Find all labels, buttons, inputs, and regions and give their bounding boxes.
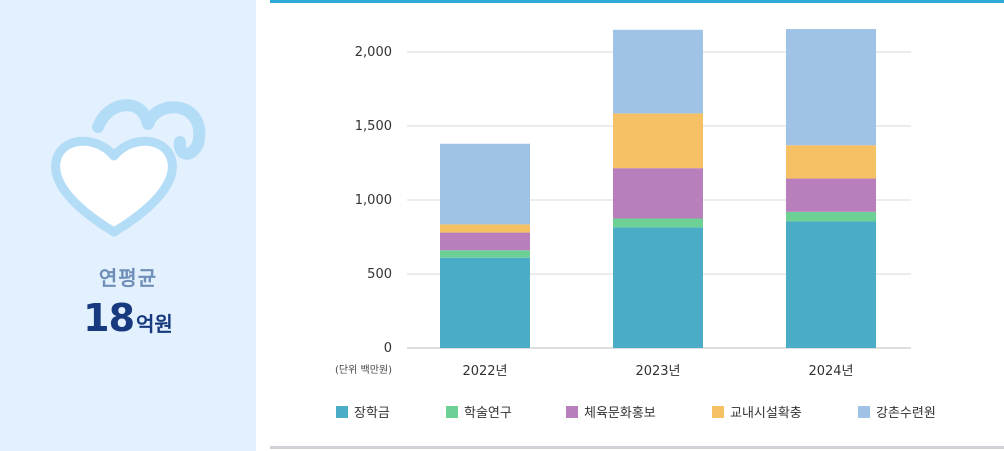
y-tick-label: 0 xyxy=(384,341,392,356)
legend-swatch xyxy=(858,406,870,418)
legend-label: 교내시설확충 xyxy=(730,406,802,421)
bars xyxy=(440,29,876,348)
average-value: 18 억원 xyxy=(0,296,256,340)
legend-label: 체육문화홍보 xyxy=(584,406,656,421)
bar-1-1 xyxy=(613,218,703,228)
bar-1-2 xyxy=(613,168,703,219)
legend-swatch xyxy=(566,406,578,418)
axis-labels: 0 500 1,000 1,500 2,000 (단위 백만원) 2022년 2023년 202… xyxy=(335,45,854,379)
legend-label: 장학금 xyxy=(354,406,390,421)
legend-swatch xyxy=(336,406,348,418)
bar-1-4 xyxy=(613,29,703,114)
legend-swatch xyxy=(712,406,724,418)
y-tick-label: 500 xyxy=(367,267,392,282)
bar-1-0 xyxy=(613,227,703,348)
average-number: 18 xyxy=(83,296,135,340)
legend: 장학금 학술연구 체육문화홍보 교내시설확충 강촌수련원 xyxy=(336,406,936,421)
x-category-label: 2024년 xyxy=(808,364,853,379)
bar-0-0 xyxy=(440,257,530,348)
y-tick-label: 1,500 xyxy=(355,119,392,134)
stacked-bar-chart: 0 500 1,000 1,500 2,000 (단위 백만원) 2022년 2023년 202… xyxy=(335,29,936,421)
bar-0-3 xyxy=(440,224,530,233)
bar-2-1 xyxy=(786,211,876,222)
legend-label: 강촌수련원 xyxy=(876,406,936,421)
bar-0-2 xyxy=(440,232,530,251)
bar-1-3 xyxy=(613,113,703,169)
summary-panel: 연평균 18 억원 xyxy=(0,0,256,451)
bar-2-2 xyxy=(786,178,876,212)
bar-2-4 xyxy=(786,29,876,146)
bar-2-3 xyxy=(786,145,876,179)
legend-label: 학술연구 xyxy=(464,406,512,421)
legend-swatch xyxy=(446,406,458,418)
y-tick-label: 2,000 xyxy=(355,45,392,60)
average-unit: 억원 xyxy=(136,312,173,336)
x-category-label: 2023년 xyxy=(635,364,680,379)
bar-0-1 xyxy=(440,250,530,258)
top-accent-line xyxy=(270,0,1004,3)
bottom-divider xyxy=(270,446,1004,449)
average-label: 연평균 xyxy=(98,266,158,290)
y-tick-label: 1,000 xyxy=(355,193,392,208)
heart-icon xyxy=(51,99,206,237)
x-category-label: 2022년 xyxy=(462,364,507,379)
chart-container: 0 500 1,000 1,500 2,000 (단위 백만원) 2022년 2023년 202… xyxy=(270,0,1004,451)
bar-2-0 xyxy=(786,221,876,348)
bar-0-4 xyxy=(440,143,530,225)
unit-label: (단위 백만원) xyxy=(335,363,392,376)
